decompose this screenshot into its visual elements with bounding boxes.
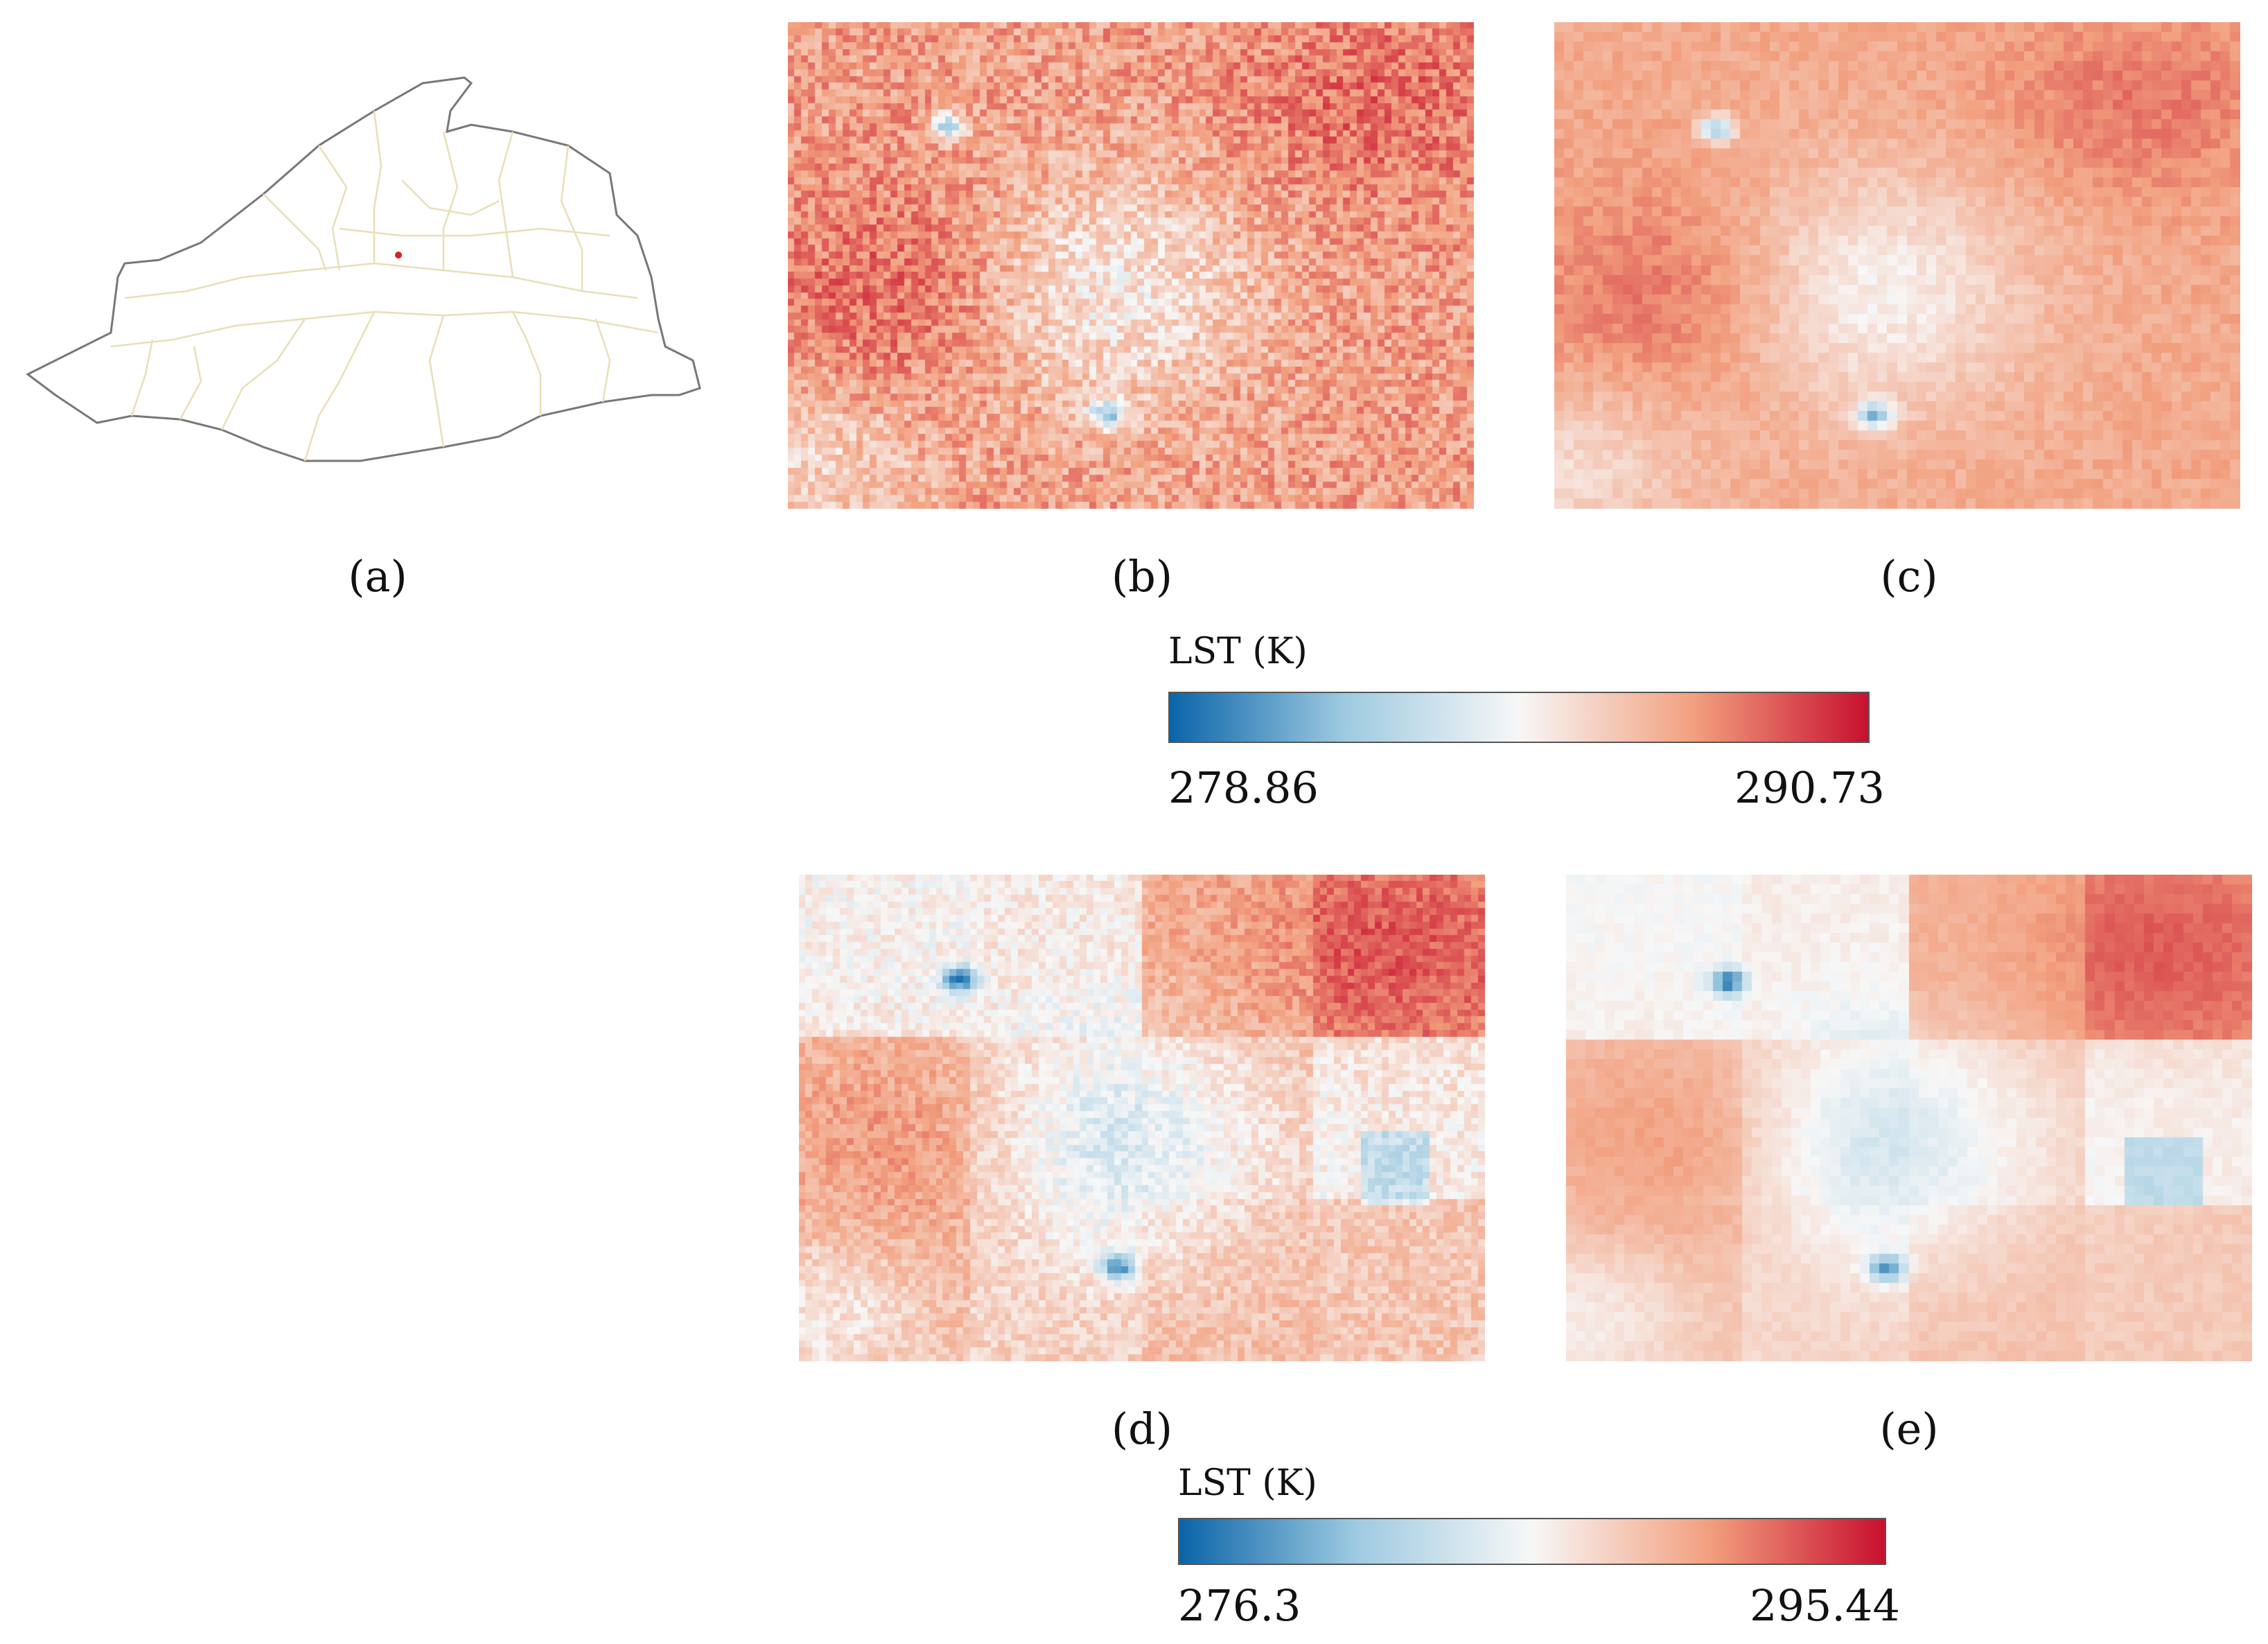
province-map xyxy=(26,76,701,462)
caption-b: (b) xyxy=(1111,551,1173,602)
location-marker xyxy=(395,252,402,259)
caption-c: (c) xyxy=(1880,551,1938,602)
lst-map-d xyxy=(799,875,1485,1361)
lst-heatmap-c xyxy=(1554,22,2240,509)
colorbar-2-title: LST (K) xyxy=(1178,1462,1317,1504)
municipal-boundaries xyxy=(110,110,659,462)
province-map-panel xyxy=(14,69,714,471)
caption-d: (d) xyxy=(1111,1403,1173,1454)
caption-a: (a) xyxy=(348,551,407,602)
lst-map-e xyxy=(1566,875,2252,1361)
colorbar-1-min: 278.86 xyxy=(1168,762,1319,813)
lst-map-b xyxy=(788,22,1474,509)
colorbar-1-max: 290.73 xyxy=(1734,762,1885,813)
colorbar-1-title: LST (K) xyxy=(1168,631,1308,672)
colorbar-2 xyxy=(1178,1518,1886,1565)
province-outline xyxy=(26,76,701,462)
lst-heatmap-b xyxy=(788,22,1474,509)
lst-heatmap-e xyxy=(1566,875,2252,1361)
colorbar-2-max: 295.44 xyxy=(1750,1580,1900,1631)
lst-map-c xyxy=(1554,22,2240,509)
lst-heatmap-d xyxy=(799,875,1485,1361)
colorbar-1 xyxy=(1168,692,1870,743)
colorbar-2-min: 276.3 xyxy=(1178,1580,1301,1631)
caption-e: (e) xyxy=(1879,1403,1939,1454)
